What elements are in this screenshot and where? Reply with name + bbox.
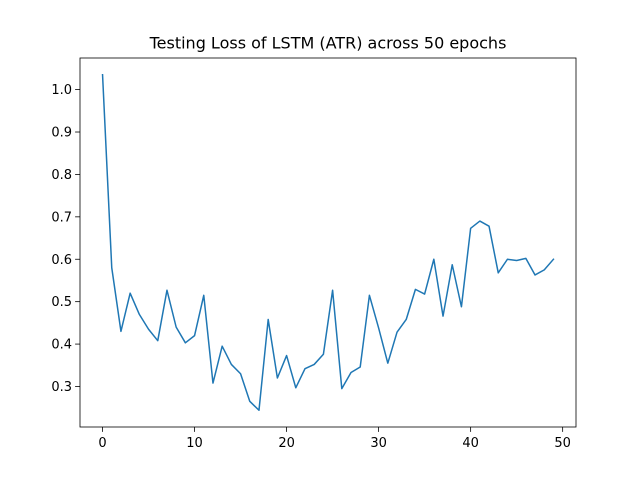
x-tick-label: 50 (554, 436, 571, 451)
x-tick-label: 30 (370, 436, 387, 451)
chart-title: Testing Loss of LSTM (ATR) across 50 epo… (149, 34, 507, 53)
x-tick-label: 0 (98, 436, 106, 451)
x-tick-label: 10 (186, 436, 203, 451)
y-tick-label: 1.0 (51, 83, 72, 98)
y-axis-ticks: 0.3 0.4 0.5 0.6 0.7 0.8 0.9 1.0 (51, 83, 80, 395)
y-tick-label: 0.4 (51, 338, 72, 353)
x-axis-ticks: 0 10 20 30 40 50 (98, 427, 571, 451)
y-tick-label: 0.6 (51, 253, 72, 268)
x-tick-label: 20 (278, 436, 295, 451)
y-tick-label: 0.3 (51, 380, 72, 395)
series-line (101, 73, 555, 411)
y-tick-label: 0.7 (51, 210, 72, 225)
y-tick-label: 0.8 (51, 168, 72, 183)
y-tick-label: 0.5 (51, 295, 72, 310)
y-tick-label: 0.9 (51, 126, 72, 141)
x-tick-label: 40 (462, 436, 479, 451)
plot-frame (79, 57, 577, 428)
